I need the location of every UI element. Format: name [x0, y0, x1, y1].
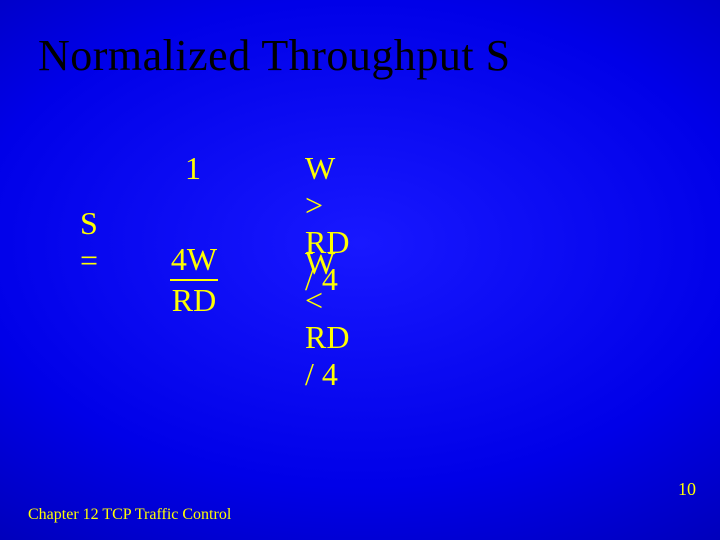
fraction-numerator: 4W [170, 242, 218, 277]
equation-case2-condition: W < RD / 4 [305, 245, 349, 393]
footer-text: Chapter 12 TCP Traffic Control [28, 506, 231, 524]
page-number: 10 [678, 479, 696, 500]
equation-case1-value: 1 [185, 150, 201, 187]
equation-lhs: S = [80, 205, 98, 279]
fraction-denominator: RD [170, 283, 218, 318]
fraction-bar [170, 279, 218, 281]
equation-case2-fraction: 4W RD [170, 242, 218, 318]
slide-title: Normalized Throughput S [38, 30, 511, 81]
